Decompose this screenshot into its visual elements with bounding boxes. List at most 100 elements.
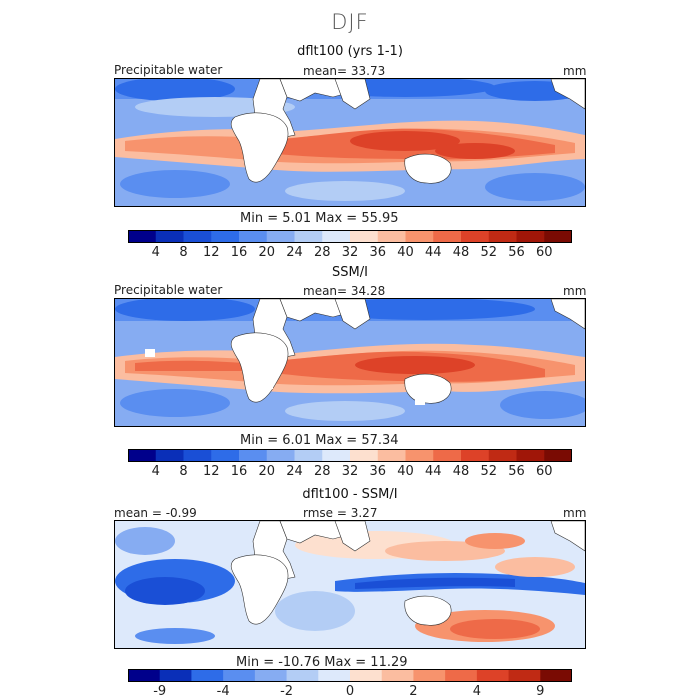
colorbar-tick-label: 12 <box>202 464 220 479</box>
panel3-min-max: Min = -10.76 Max = 11.29 <box>236 655 408 670</box>
colorbar-tick-label: 8 <box>179 464 188 479</box>
colorbar-tick-label: 28 <box>313 464 331 479</box>
panel2-colorbar <box>128 449 572 462</box>
colorbar-swatch <box>377 449 406 462</box>
colorbar-swatch <box>544 449 572 462</box>
colorbar-swatch <box>461 449 490 462</box>
colorbar-swatch <box>461 230 490 243</box>
colorbar-swatch <box>155 449 184 462</box>
colorbar-frame <box>128 669 572 682</box>
colorbar-tick-label: 40 <box>397 464 414 479</box>
colorbar-tick-label: 16 <box>230 464 248 479</box>
colorbar-tick-label: 44 <box>424 245 442 260</box>
colorbar-tick-label: -4 <box>216 684 230 699</box>
panel1-mean-label: mean= 33.73 <box>303 64 386 78</box>
colorbar-tick-label: 24 <box>286 245 303 260</box>
colorbar-swatch <box>223 669 256 682</box>
colorbar-tick-label: 0 <box>345 684 355 699</box>
colorbar-tick-label: -9 <box>153 684 167 699</box>
colorbar-swatch <box>318 669 351 682</box>
colorbar-tick-label: 52 <box>480 245 498 260</box>
colorbar-swatch <box>322 449 351 462</box>
colorbar-frame <box>128 230 572 243</box>
panel2-title: SSM/I <box>332 265 368 280</box>
colorbar-swatch <box>254 669 288 682</box>
colorbar-tick-label: 52 <box>480 464 498 479</box>
colorbar-swatch <box>294 449 323 462</box>
colorbar-swatch <box>377 230 406 243</box>
panel1-variable-label: Precipitable water <box>114 63 223 77</box>
colorbar-tick-label: 32 <box>341 245 359 260</box>
colorbar-swatch <box>239 230 268 243</box>
colorbar-tick-label: 12 <box>202 245 220 260</box>
colorbar-swatch <box>488 230 517 243</box>
colorbar-swatch <box>381 669 414 682</box>
colorbar-swatch <box>191 669 224 682</box>
colorbar-swatch <box>405 449 434 462</box>
panel2-min-max: Min = 6.01 Max = 57.34 <box>240 433 399 448</box>
colorbar-swatch <box>516 230 545 243</box>
colorbar-swatch <box>155 230 184 243</box>
colorbar-tick-label: 48 <box>452 245 470 260</box>
panel3-colorbar-svg <box>128 669 572 682</box>
colorbar-tick-label: 36 <box>369 245 387 260</box>
panel1-min-max: Min = 5.01 Max = 55.95 <box>240 211 399 226</box>
colorbar-tick-label: 36 <box>369 464 387 479</box>
colorbar-swatch <box>211 230 240 243</box>
colorbar-swatch <box>488 449 517 462</box>
colorbar-tick-label: 56 <box>508 245 525 260</box>
colorbar-tick-label: 9 <box>536 684 545 699</box>
colorbar-tick-label: 32 <box>341 464 359 479</box>
colorbar-swatch <box>433 230 462 243</box>
colorbar-swatch <box>128 669 161 682</box>
colorbar-swatch <box>508 669 541 682</box>
colorbar-tick-label: 20 <box>258 464 276 479</box>
colorbar-tick-label: -2 <box>280 684 294 699</box>
colorbar-tick-label: 60 <box>535 245 553 260</box>
colorbar-tick-label: 4 <box>472 684 481 699</box>
colorbar-frame <box>128 449 572 462</box>
colorbar-tick-label: 20 <box>258 245 276 260</box>
colorbar-swatch <box>540 669 572 682</box>
colorbar-tick-label: 48 <box>452 464 470 479</box>
colorbar-swatch <box>239 449 268 462</box>
panel1-map <box>114 78 586 207</box>
colorbar-swatch <box>183 230 212 243</box>
colorbar-tick-label: 60 <box>535 464 553 479</box>
panel2-map <box>114 298 586 427</box>
panel2-units: mm <box>563 284 587 298</box>
colorbar-swatch <box>266 230 295 243</box>
colorbar-tick-label: 24 <box>286 464 303 479</box>
colorbar-swatch <box>286 669 319 682</box>
panel3-mean-label: mean = -0.99 <box>114 506 197 520</box>
panel1-title: dflt100 (yrs 1-1) <box>297 44 403 59</box>
colorbar-swatch <box>516 449 545 462</box>
colorbar-swatch <box>433 449 462 462</box>
panel1-colorbar <box>128 230 572 243</box>
panel3-rmse-label: rmse = 3.27 <box>303 506 378 520</box>
colorbar-swatch <box>413 669 446 682</box>
colorbar-swatch <box>476 669 510 682</box>
colorbar-tick-label: 28 <box>313 245 331 260</box>
colorbar-swatch <box>294 230 323 243</box>
colorbar-swatch <box>128 230 157 243</box>
colorbar-tick-label: 4 <box>151 245 160 260</box>
panel3-units: mm <box>563 506 587 520</box>
colorbar-tick-label: 56 <box>508 464 525 479</box>
colorbar-swatch <box>266 449 295 462</box>
colorbar-tick-label: 2 <box>409 684 418 699</box>
panel1-colorbar-svg <box>128 230 572 243</box>
colorbar-swatch <box>350 230 379 243</box>
figure-title: DJF <box>331 10 369 34</box>
colorbar-tick-label: 4 <box>151 464 160 479</box>
colorbar-tick-label: 16 <box>230 245 248 260</box>
panel2-mean-label: mean= 34.28 <box>303 284 386 298</box>
colorbar-swatch <box>350 449 379 462</box>
panel2-colorbar-svg <box>128 449 572 462</box>
colorbar-swatch <box>159 669 192 682</box>
colorbar-swatch <box>211 449 240 462</box>
colorbar-swatch <box>183 449 212 462</box>
panel3-title: dflt100 - SSM/I <box>302 487 398 502</box>
colorbar-swatch <box>544 230 572 243</box>
colorbar-swatch <box>128 449 157 462</box>
